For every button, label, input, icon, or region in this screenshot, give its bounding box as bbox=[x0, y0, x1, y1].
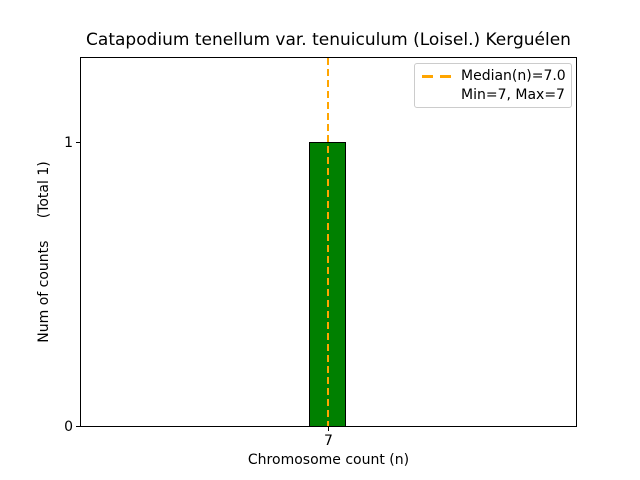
legend-entry-minmax: Min=7, Max=7 bbox=[422, 86, 565, 105]
legend-label-minmax: Min=7, Max=7 bbox=[461, 86, 565, 103]
x-tick-label-7: 7 bbox=[324, 433, 333, 449]
median-dashed-line-icon bbox=[422, 74, 451, 78]
legend-entry-median: Median(n)=7.0 bbox=[422, 67, 566, 86]
legend: Median(n)=7.0 Min=7, Max=7 bbox=[414, 63, 572, 108]
plot-area: Median(n)=7.0 Min=7, Max=7 bbox=[80, 57, 577, 427]
x-axis-label: Chromosome count (n) bbox=[247, 452, 410, 468]
y-tick-label-0: 0 bbox=[64, 419, 73, 435]
chart-title: Catapodium tenellum var. tenuiculum (Loi… bbox=[86, 30, 571, 50]
y-axis-tick-1 bbox=[76, 142, 80, 143]
y-tick-label-1: 1 bbox=[64, 135, 73, 151]
y-axis-label-text: Num of counts (Total 1) bbox=[36, 161, 52, 343]
x-axis-tick-7 bbox=[328, 427, 329, 431]
y-axis-tick-0 bbox=[76, 426, 80, 427]
legend-label-median: Median(n)=7.0 bbox=[461, 67, 566, 84]
median-line bbox=[327, 58, 329, 426]
